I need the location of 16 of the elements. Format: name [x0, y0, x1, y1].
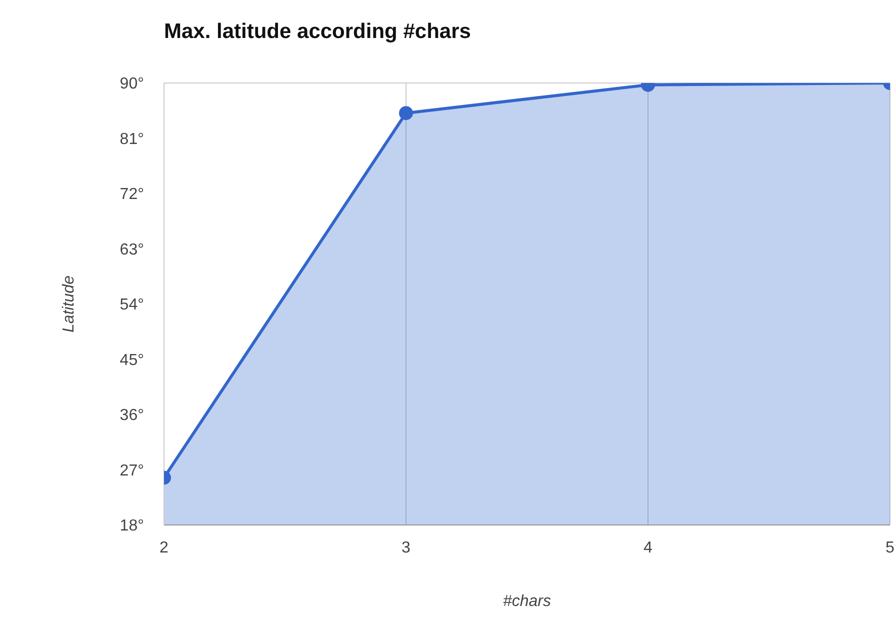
- y-tick-label: 63°: [120, 241, 144, 258]
- y-tick-label: 90°: [120, 76, 144, 93]
- y-tick-label: 27°: [120, 462, 144, 480]
- y-tick-label: 81°: [120, 130, 144, 148]
- y-tick-label: 18°: [120, 518, 144, 535]
- x-tick-label: 5: [886, 539, 895, 556]
- x-tick-label: 3: [402, 539, 411, 556]
- y-tick-label: 36°: [120, 407, 144, 424]
- y-tick-label: 72°: [120, 186, 144, 204]
- x-tick-label: 4: [644, 539, 653, 556]
- chart-title: Max. latitude according #chars: [164, 20, 471, 44]
- x-tick-label: 2: [160, 539, 169, 556]
- y-axis-title: Latitude: [60, 275, 78, 332]
- x-axis-title: #chars: [502, 593, 552, 610]
- y-tick-label: 54°: [120, 296, 144, 314]
- y-tick-label: 45°: [120, 352, 144, 369]
